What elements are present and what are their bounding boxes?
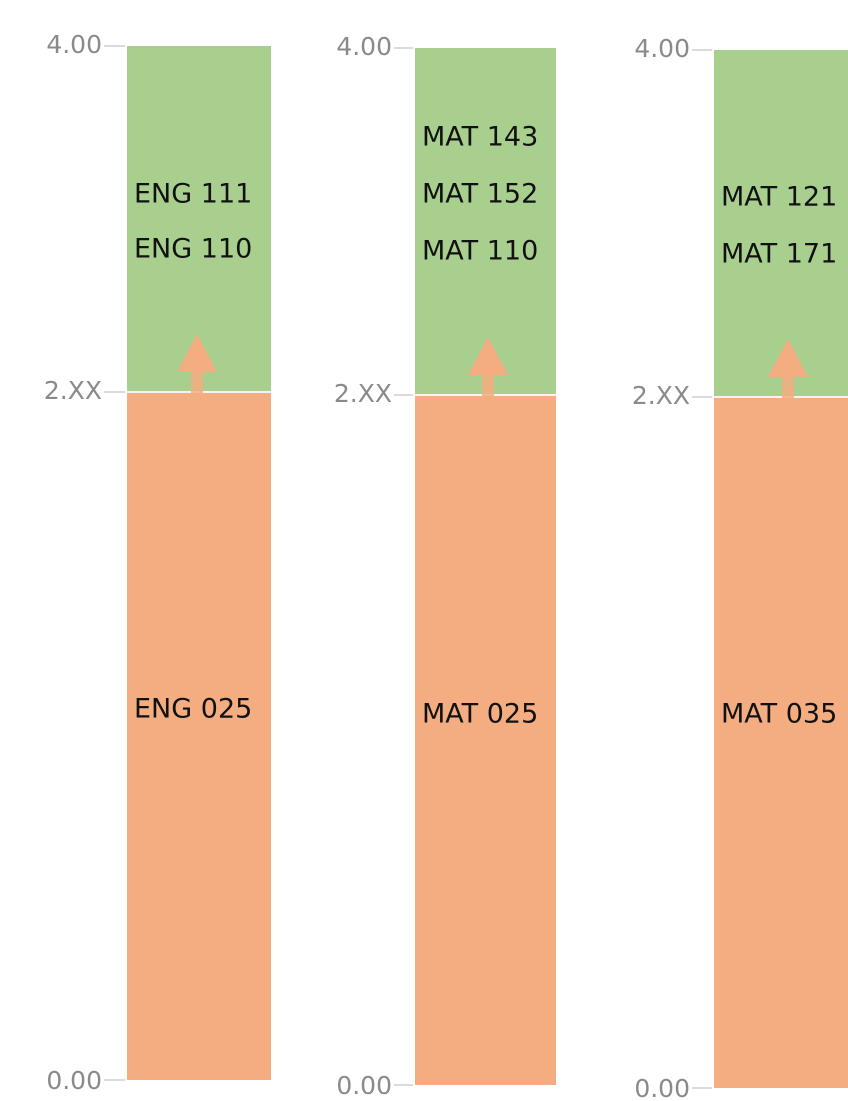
axis-label: 0.00: [46, 1066, 102, 1095]
axis-label: 0.00: [634, 1074, 690, 1101]
axis-label: 4.00: [634, 34, 690, 63]
lower-segment: [415, 395, 556, 1085]
axis-label: 2.XX: [44, 376, 102, 405]
upper-course: ENG 110: [134, 234, 252, 265]
lower-course: MAT 025: [422, 699, 538, 730]
lower-segment: [714, 397, 848, 1088]
arrow-head: [177, 334, 217, 372]
axis-label: 4.00: [46, 30, 102, 59]
lower-segment: [127, 392, 271, 1080]
upper-segment: [714, 50, 848, 397]
axis-label: 4.00: [336, 32, 392, 61]
arrow-shaft: [191, 367, 203, 437]
upper-course: MAT 121: [721, 182, 837, 213]
lower-course: MAT 035: [721, 699, 837, 730]
lower-course: ENG 025: [134, 694, 252, 725]
arrow-shaft: [482, 370, 494, 440]
upper-course: ENG 111: [134, 179, 252, 210]
axis-label: 2.XX: [334, 379, 392, 408]
upper-segment: [127, 46, 271, 392]
upper-segment: [415, 48, 556, 395]
arrow-head: [768, 339, 808, 377]
arrow-head: [468, 337, 508, 375]
upper-course: MAT 143: [422, 122, 538, 153]
upper-course: MAT 152: [422, 179, 538, 210]
upper-course: MAT 110: [422, 236, 538, 267]
upper-course: MAT 171: [721, 239, 837, 270]
axis-label: 2.XX: [632, 381, 690, 410]
axis-label: 0.00: [336, 1071, 392, 1100]
arrow-shaft: [782, 372, 794, 442]
